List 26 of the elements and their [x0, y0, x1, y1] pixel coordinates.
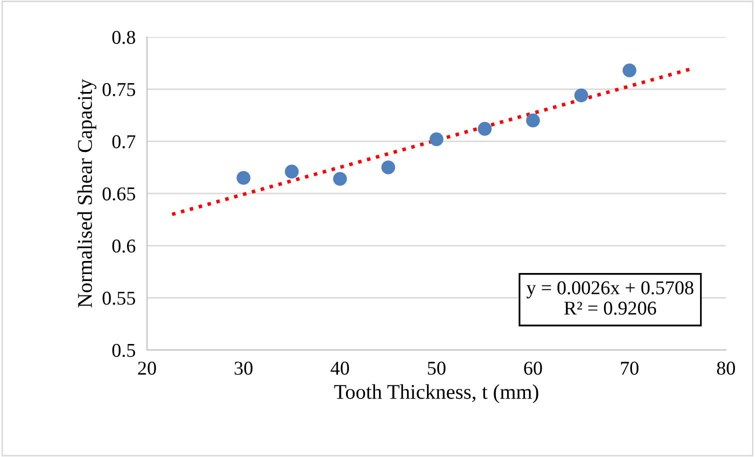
y-tick-label: 0.7 [112, 135, 136, 148]
y-tick-label: 0.6 [112, 239, 136, 253]
annotation: y = 0.0026x + 0.5708 R² = 0.9206 [526, 281, 694, 315]
x-tick-label: 80 [717, 362, 735, 375]
y-tick-label: 0.5 [112, 344, 136, 358]
point [622, 63, 636, 78]
y-tick-label: 0.65 [102, 187, 136, 201]
point [333, 172, 347, 186]
point [478, 122, 492, 136]
x-tick-label: 40 [330, 362, 349, 375]
point [526, 114, 540, 128]
x-axis-title: Tooth Thickness, t (mm) [334, 384, 538, 404]
y-tick-label: 0.8 [112, 30, 136, 44]
y-tick-label: 0.75 [102, 82, 136, 96]
point [284, 164, 299, 178]
x-tick-label: 30 [234, 362, 252, 375]
point [430, 132, 444, 146]
point [574, 88, 588, 102]
point [381, 160, 396, 174]
x-tick-label: 60 [524, 362, 542, 375]
x-tick-label: 20 [138, 362, 156, 375]
y-tick-label: 0.55 [102, 292, 136, 305]
y-axis-title: Normalised Shear Capacity [77, 79, 96, 308]
x-tick-label: 50 [428, 362, 446, 375]
point [236, 170, 250, 185]
x-tick-label: 70 [621, 362, 638, 375]
